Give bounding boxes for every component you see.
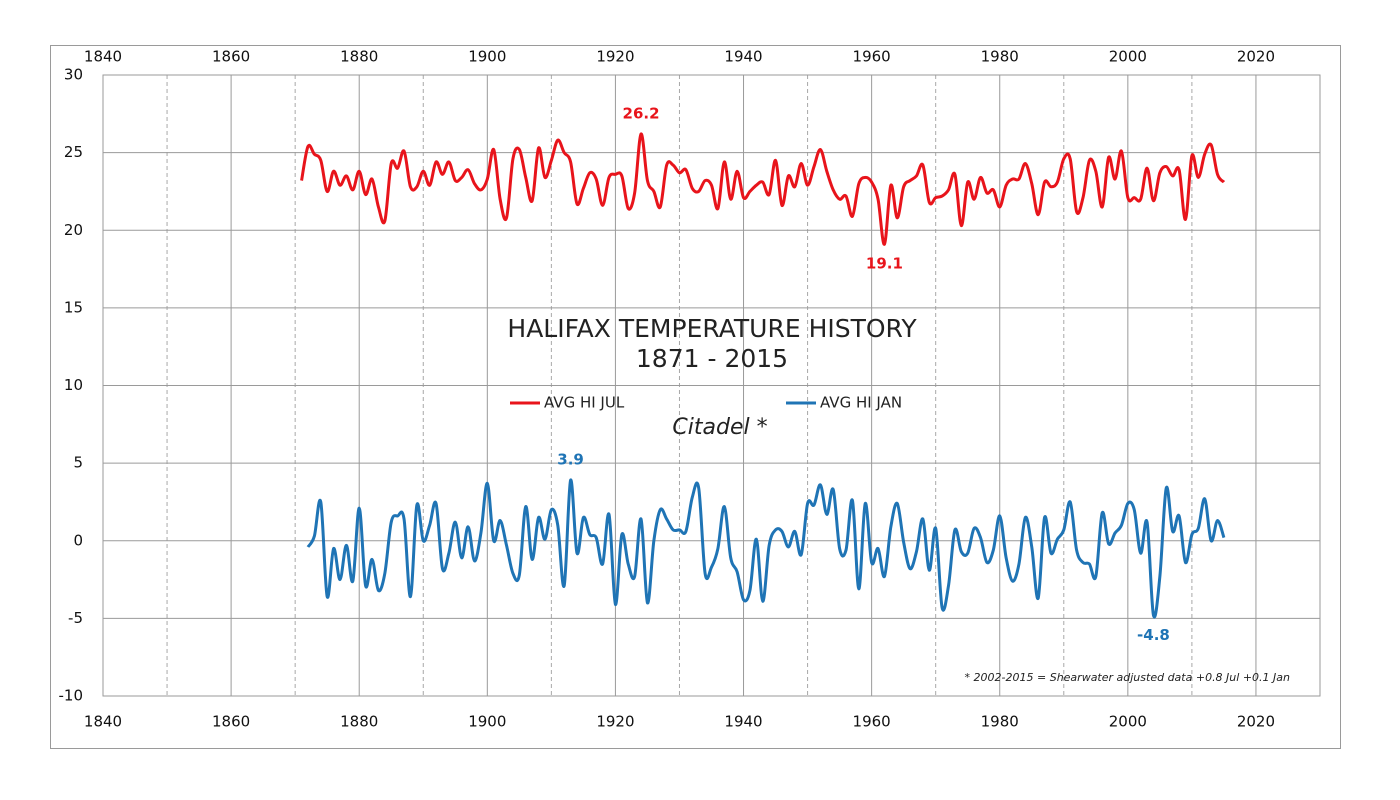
y-tick-label: -10: [59, 687, 84, 705]
x-tick-label-top: 1920: [596, 48, 634, 66]
x-tick-label-top: 1960: [853, 48, 891, 66]
chart-frame: [50, 45, 1341, 749]
data-label: -4.8: [1137, 626, 1170, 644]
x-tick-label: 2000: [1109, 713, 1147, 731]
x-tick-label: 1940: [724, 713, 762, 731]
data-line: [306, 478, 1226, 619]
x-tick-label: 1960: [853, 713, 891, 731]
x-tick-label-top: 1900: [468, 48, 506, 66]
data-label: 26.2: [623, 104, 660, 122]
x-tick-label: 1840: [84, 713, 122, 731]
y-tick-label: 20: [64, 221, 83, 239]
footnote: * 2002-2015 = Shearwater adjusted data +…: [965, 671, 1290, 684]
x-tick-label: 1860: [212, 713, 250, 731]
x-tick-label: 1980: [981, 713, 1019, 731]
chart-subtitle: 1871 - 2015: [636, 344, 788, 373]
x-tick-label: 1920: [596, 713, 634, 731]
x-tick-label-top: 1860: [212, 48, 250, 66]
y-tick-label: 30: [64, 66, 83, 84]
plot-frame: [102, 74, 1321, 697]
legend-label: AVG HI JUL: [544, 394, 625, 412]
y-tick-label: 10: [64, 376, 83, 394]
data-label: 3.9: [557, 451, 584, 469]
data-label: 19.1: [866, 255, 903, 273]
x-tick-label-top: 1840: [84, 48, 122, 66]
y-tick-label: 0: [73, 531, 83, 549]
y-tick-label: 5: [73, 454, 83, 472]
x-tick-label-top: 2000: [1109, 48, 1147, 66]
x-tick-label: 2020: [1237, 713, 1275, 731]
x-tick-label-top: 1980: [981, 48, 1019, 66]
x-tick-label: 1880: [340, 713, 378, 731]
x-tick-label-top: 1880: [340, 48, 378, 66]
x-tick-label-top: 1940: [724, 48, 762, 66]
x-tick-label: 1900: [468, 713, 506, 731]
y-tick-label: -5: [68, 609, 83, 627]
y-tick-label: 25: [64, 143, 83, 161]
y-tick-label: 15: [64, 298, 83, 316]
x-tick-label-top: 2020: [1237, 48, 1275, 66]
annotation: Citadel *: [672, 415, 767, 440]
legend-label: AVG HI JAN: [820, 394, 902, 412]
chart-title: HALIFAX TEMPERATURE HISTORY: [507, 314, 917, 343]
data-line: [300, 132, 1226, 246]
